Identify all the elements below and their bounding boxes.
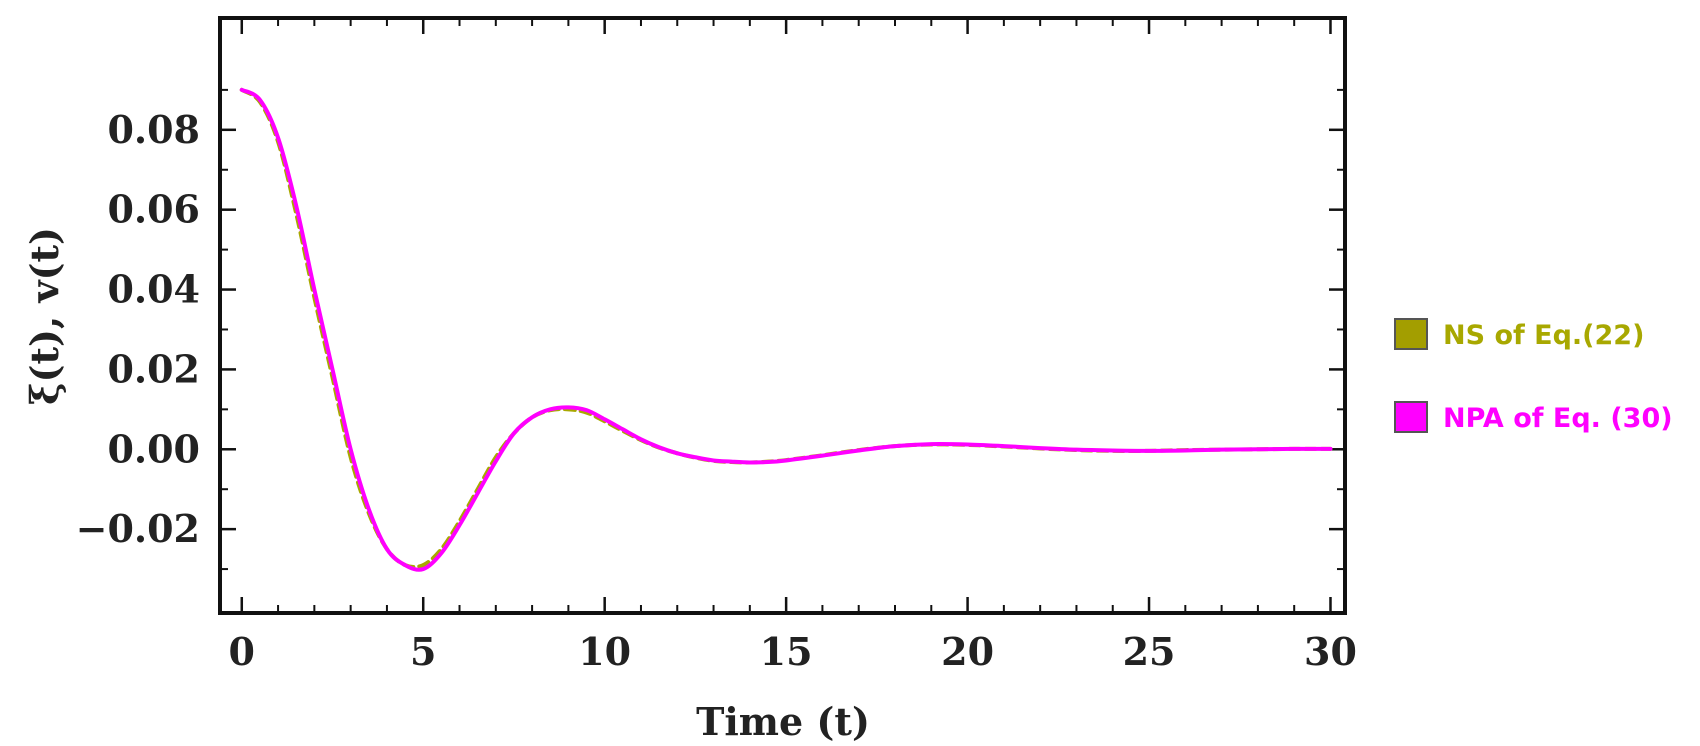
legend: NS of Eq.(22) NPA of Eq. (30) bbox=[1394, 318, 1673, 434]
y-tick-label: 0.08 bbox=[107, 107, 200, 152]
x-tick-label: 0 bbox=[229, 629, 255, 674]
y-tick-label: 0.00 bbox=[107, 426, 200, 471]
series-line-npa bbox=[239, 87, 1333, 572]
x-tick-label: 5 bbox=[410, 629, 436, 674]
series-group bbox=[239, 87, 1333, 572]
x-axis-title: Time (t) bbox=[696, 699, 870, 744]
y-axis-title: ξ(t), v(t) bbox=[22, 227, 67, 405]
y-tick-label: 0.04 bbox=[107, 267, 200, 312]
ticks-group bbox=[220, 18, 1345, 613]
x-tick-label: 15 bbox=[760, 629, 813, 674]
legend-label: NPA of Eq. (30) bbox=[1443, 403, 1673, 434]
plot-frame bbox=[218, 16, 1347, 615]
y-tick-label: −0.02 bbox=[76, 506, 200, 551]
series-line-ns bbox=[239, 87, 1333, 570]
legend-swatch bbox=[1394, 318, 1428, 350]
x-tick-label: 25 bbox=[1123, 629, 1176, 674]
y-tick-label: 0.06 bbox=[107, 187, 200, 232]
x-tick-label: 30 bbox=[1304, 629, 1357, 674]
x-tick-label: 20 bbox=[941, 629, 994, 674]
y-tick-label: 0.02 bbox=[107, 346, 200, 391]
legend-swatch bbox=[1394, 401, 1428, 433]
plot-frame-group bbox=[218, 16, 1347, 615]
legend-label: NS of Eq.(22) bbox=[1443, 320, 1644, 351]
x-tick-label: 10 bbox=[578, 629, 631, 674]
tick-labels-group: 0 5 10 15 20 25 30 −0.02 0.00 0.02 0.04 0.06 0.08 bbox=[76, 107, 1357, 674]
